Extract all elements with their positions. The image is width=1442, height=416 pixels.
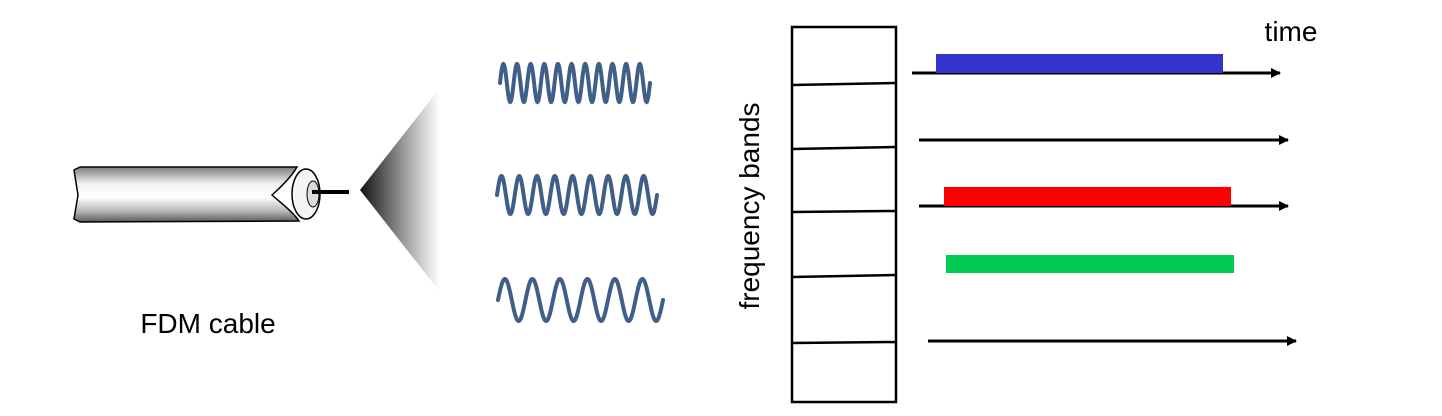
frequency-axis-label: frequency bands xyxy=(734,102,765,309)
band-divider-5 xyxy=(791,340,897,345)
band-divider-4 xyxy=(791,273,897,279)
wave-high-frequency xyxy=(498,61,652,105)
time-arrows xyxy=(912,68,1297,346)
signal-red xyxy=(944,187,1231,206)
band-box-outline xyxy=(790,25,898,404)
band-divider-2 xyxy=(791,145,897,151)
band-divider-1 xyxy=(791,81,897,87)
frequency-band-box xyxy=(790,25,898,404)
signal-blue xyxy=(936,54,1223,73)
wave-group xyxy=(495,61,665,324)
cable-body xyxy=(73,166,301,223)
time-axis-label: time xyxy=(1265,16,1318,47)
signal-spread-cone xyxy=(360,88,440,292)
fdm-cable-icon xyxy=(73,166,349,223)
wave-medium-frequency xyxy=(495,173,659,217)
wave-low-frequency xyxy=(496,276,665,324)
cable-label: FDM cable xyxy=(140,308,275,339)
signal-green xyxy=(946,255,1234,273)
band-divider-3 xyxy=(791,209,897,214)
